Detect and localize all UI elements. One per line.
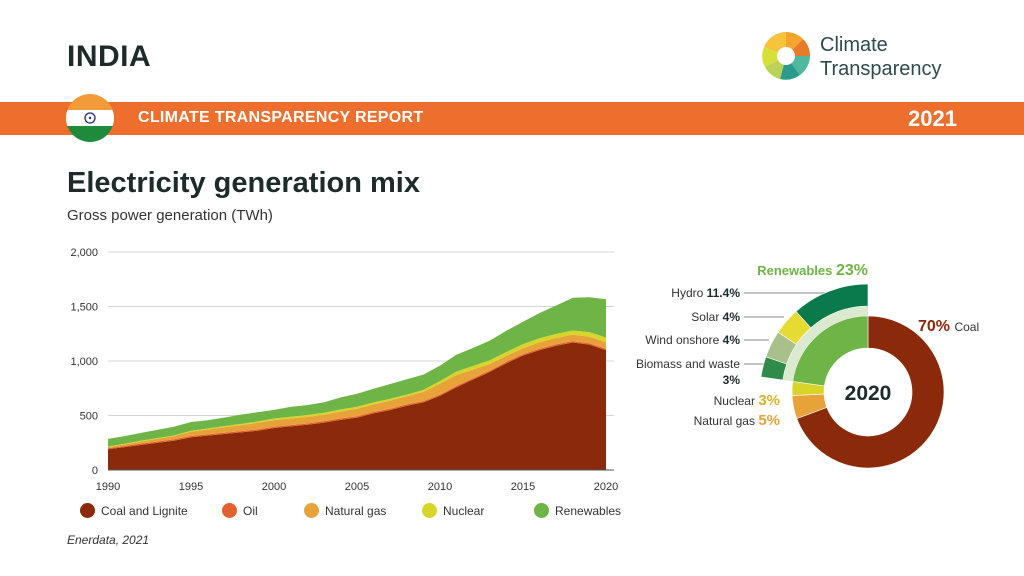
chart-legend: Coal and Lignite Oil Natural gas Nuclear…	[80, 503, 640, 525]
wind-label-text: Wind onshore	[645, 333, 722, 347]
gas-label-text: Natural gas	[694, 414, 759, 428]
biomass-pct: 3%	[723, 373, 741, 387]
gas-pct: 5%	[758, 412, 780, 429]
report-title: CLIMATE TRANSPARENCY REPORT	[138, 109, 424, 126]
solar-label: Solar 4%	[691, 310, 740, 324]
legend-swatch-renewables	[534, 503, 549, 519]
y-tick-label: 1,000	[70, 356, 98, 368]
solar-label-text: Solar	[691, 310, 722, 324]
legend-item-coal: Coal and Lignite	[80, 503, 188, 519]
coal-pct: 70%	[918, 318, 954, 335]
legend-label-oil: Oil	[243, 503, 258, 518]
nuclear-label-text: Nuclear	[714, 394, 759, 408]
legend-label-gas: Natural gas	[325, 503, 387, 518]
area-series-coal-and-lignite	[108, 342, 606, 470]
x-tick-label: 2000	[262, 481, 286, 490]
coal-name: Coal	[954, 320, 979, 334]
area-series-renewables	[108, 297, 606, 447]
logo-wordmark: Climate Transparency	[820, 33, 942, 81]
legend-swatch-gas	[304, 503, 319, 519]
area-chart: 0 500 1,000 1,500 2,000 1990 1995 2000 2005 2010 2…	[70, 247, 618, 490]
legend-label-nuclear: Nuclear	[443, 503, 485, 518]
biomass-label: Biomass and waste	[636, 357, 740, 371]
legend-item-nuclear: Nuclear	[422, 503, 485, 519]
legend-item-renewables: Renewables	[534, 503, 622, 519]
y-tick-label: 2,000	[70, 247, 98, 259]
header-band	[0, 102, 1024, 135]
callout-lines	[744, 292, 830, 365]
climate-transparency-logo: Climate Transparency	[760, 28, 970, 84]
legend-item-gas: Natural gas	[304, 503, 387, 519]
legend-swatch-nuclear	[422, 503, 437, 519]
x-tick-label: 2015	[511, 481, 535, 490]
renewables-header: Renewables 23%	[757, 262, 868, 279]
india-flag-icon	[66, 94, 114, 142]
y-tick-label: 500	[80, 411, 98, 423]
donut-slice-renewables	[792, 315, 869, 387]
chart-title: Electricity generation mix	[67, 167, 420, 199]
x-tick-label: 2020	[594, 481, 618, 490]
donut-slice-coal	[796, 315, 945, 469]
hydro-label-text: Hydro	[671, 286, 706, 300]
coal-label: 70% Coal	[918, 318, 979, 335]
renewables-header-name: Renewables	[757, 263, 836, 278]
x-tick-label: 1995	[179, 481, 203, 490]
legend-label-renewables: Renewables	[555, 503, 622, 518]
country-title: INDIA	[67, 40, 152, 73]
logo-icon	[762, 31, 811, 80]
y-tick-label: 1,500	[70, 302, 98, 314]
x-tick-label: 2005	[345, 481, 369, 490]
legend-swatch-coal	[80, 503, 95, 519]
hydro-pct: 11.4%	[707, 286, 741, 300]
nuclear-pct: 3%	[758, 392, 780, 409]
logo-line-2: Transparency	[820, 58, 942, 80]
renewables-header-pct: 23%	[836, 262, 868, 279]
wind-label: Wind onshore 4%	[645, 333, 740, 347]
x-tick-label: 1990	[96, 481, 120, 490]
chart-subtitle: Gross power generation (TWh)	[67, 207, 273, 224]
renewables-separator-ring	[782, 306, 868, 382]
legend-item-oil: Oil	[222, 503, 258, 519]
x-tick-label: 2010	[428, 481, 452, 490]
hydro-label: Hydro 11.4%	[671, 286, 740, 300]
source-note: Enerdata, 2021	[67, 533, 150, 547]
solar-pct: 4%	[723, 310, 741, 324]
nuclear-label: Nuclear 3%	[714, 392, 780, 409]
wind-pct: 4%	[723, 333, 741, 347]
report-year: 2021	[908, 106, 957, 131]
legend-label-coal: Coal and Lignite	[101, 503, 188, 518]
logo-line-1: Climate	[820, 34, 888, 56]
y-tick-label: 0	[92, 465, 98, 477]
legend-swatch-oil	[222, 503, 237, 519]
renewables-ring-hydro	[795, 283, 869, 329]
donut-slices	[760, 283, 945, 469]
gas-label: Natural gas 5%	[694, 412, 780, 429]
donut-center-label: 2020	[845, 382, 892, 405]
